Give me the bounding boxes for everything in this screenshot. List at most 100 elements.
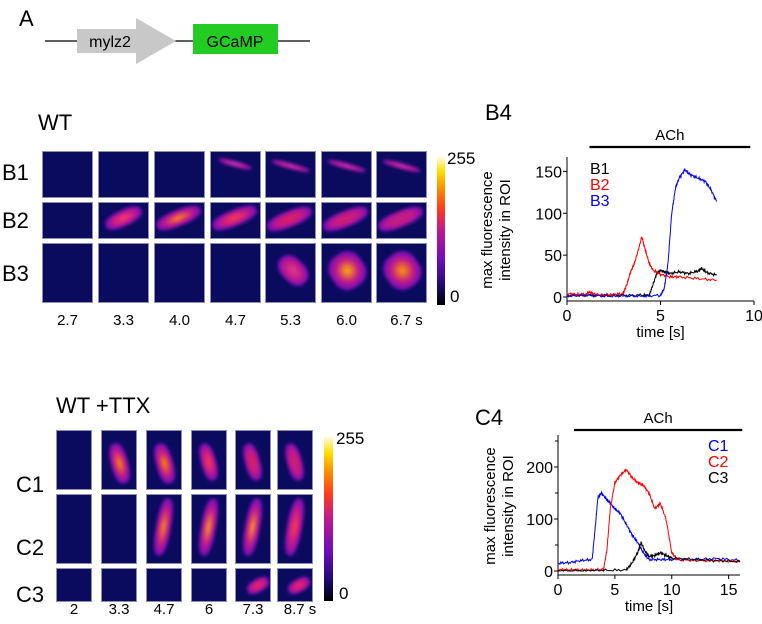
x-tick-label: 10 — [745, 308, 762, 325]
image-tile-b2-t4 — [210, 202, 261, 239]
time-label-c-6: 8.7 s — [283, 601, 317, 618]
construct-diagram: mylz2 GCaMP — [45, 18, 310, 64]
promoter-label: mylz2 — [89, 34, 131, 51]
time-label-b-6: 6.0 — [336, 312, 357, 329]
image-tile-c3-t1 — [56, 568, 92, 602]
cell-signal — [239, 497, 265, 558]
image-tile-c2-t6 — [277, 494, 313, 564]
image-tile-b1-t2 — [98, 151, 149, 198]
legend-entry-b2: B2 — [590, 177, 610, 194]
cell-signal — [150, 497, 176, 558]
series-line-c2 — [557, 468, 741, 573]
image-tile-b2-t5 — [265, 202, 316, 239]
legend-entry-c3: C3 — [708, 470, 729, 487]
x-tick-label: 10 — [663, 582, 681, 599]
y-axis-label-line: intensity in ROI — [500, 455, 517, 557]
image-tile-c3-t4 — [191, 568, 227, 602]
x-tick-label: 5 — [656, 308, 665, 325]
time-label-b-7: 6.7 s — [390, 312, 423, 329]
colorbar-c-max: 255 — [336, 429, 365, 448]
y-axis-label: max fluorescenceintensity in ROI — [482, 447, 517, 565]
row-label-c2: C2 — [16, 535, 45, 560]
panel-letter-c4: C4 — [475, 405, 503, 430]
legend-entry-b1: B1 — [590, 161, 610, 178]
panel-c-condition: WT +TTX — [56, 393, 151, 418]
image-tile-b3-t1 — [42, 243, 93, 303]
y-axis-label-line: max fluorescence — [482, 447, 499, 565]
row-label-b3: B3 — [2, 261, 29, 286]
cell-signal — [270, 158, 311, 175]
time-label-b-1: 2.7 — [57, 312, 78, 329]
legend-entry-c2: C2 — [708, 454, 729, 471]
cell-signal — [195, 497, 221, 558]
image-tile-c2-t1 — [56, 494, 92, 564]
cell-signal — [284, 573, 312, 597]
colorbar-c-min: 0 — [339, 584, 349, 603]
time-label-c-2: 3.3 — [108, 601, 130, 618]
ach-label: ACh — [644, 410, 673, 427]
cell-signal — [195, 441, 221, 482]
image-tile-c1-t3 — [146, 430, 182, 490]
y-tick-label: 0 — [553, 290, 562, 307]
time-label-c-5: 7.3 — [242, 601, 264, 618]
chart-c4: C4 ACh 0 100 200 0 5 10 15 time [s] max fluorescen… — [475, 405, 743, 615]
cell-signal — [266, 203, 314, 235]
cell-signal — [281, 497, 307, 558]
x-tick-label: 0 — [554, 582, 563, 599]
cell-signal — [281, 441, 307, 482]
panel-b-condition: WT — [38, 110, 73, 135]
image-tile-b3-t3 — [154, 243, 205, 303]
cell-signal — [272, 249, 314, 291]
image-tile-c1-t1 — [56, 430, 92, 490]
image-tile-b3-t4 — [210, 243, 261, 303]
cell-signal — [377, 245, 426, 296]
image-tile-b1-t7 — [376, 151, 427, 198]
cell-signal — [326, 158, 367, 175]
image-tile-b1-t6 — [321, 151, 372, 198]
cell-signal — [105, 441, 133, 485]
image-tile-c3-t5 — [235, 568, 271, 602]
image-tile-b1-t3 — [154, 151, 205, 198]
image-tile-c3-t6 — [277, 568, 313, 602]
image-tile-c1-t2 — [101, 430, 137, 490]
row-label-b1: B1 — [2, 160, 29, 185]
x-axis-label: time [s] — [625, 598, 673, 615]
cell-signal — [218, 156, 253, 172]
image-tile-c1-t5 — [235, 430, 271, 490]
reporter-box — [193, 24, 278, 54]
cell-signal — [150, 441, 178, 485]
image-tile-b3-t7 — [376, 243, 427, 303]
panel-a-letter: A — [19, 6, 34, 31]
cell-signal — [322, 203, 370, 235]
row-label-b2: B2 — [2, 208, 29, 233]
panel-letter-b4: B4 — [485, 100, 512, 125]
y-tick-label: 200 — [526, 460, 553, 477]
chart-b4: B4 ACh 0 50 100 150 0 5 10 time [s] max fluorescen… — [479, 100, 762, 341]
cell-signal — [155, 203, 203, 234]
legend-entry-c1: C1 — [708, 438, 729, 455]
image-tile-c2-t3 — [146, 494, 182, 564]
series-line-c3 — [557, 541, 741, 572]
image-tile-c3-t2 — [101, 568, 137, 602]
y-axis-label-line: intensity in ROI — [497, 179, 514, 281]
row-label-c3: C3 — [16, 582, 45, 607]
y-tick-label: 50 — [544, 248, 562, 265]
image-tile-b2-t1 — [42, 202, 93, 239]
image-tile-c2-t5 — [235, 494, 271, 564]
image-tile-b3-t5 — [265, 243, 316, 303]
colorbar-b-max: 255 — [447, 149, 476, 168]
row-label-c1: C1 — [16, 472, 45, 497]
image-tile-b2-t7 — [376, 202, 427, 239]
cell-signal — [102, 203, 145, 234]
image-tile-b3-t6 — [321, 243, 372, 303]
image-tile-b2-t3 — [154, 202, 205, 239]
image-tile-b1-t5 — [265, 151, 316, 198]
time-label-c-1: 2 — [69, 601, 79, 618]
image-tile-b2-t2 — [98, 202, 149, 239]
cell-signal — [381, 158, 422, 175]
cell-signal — [244, 573, 270, 597]
image-tile-c2-t2 — [101, 494, 137, 564]
colorbar-b — [437, 156, 445, 305]
image-tile-c1-t4 — [191, 430, 227, 490]
y-tick-label: 100 — [526, 512, 553, 529]
